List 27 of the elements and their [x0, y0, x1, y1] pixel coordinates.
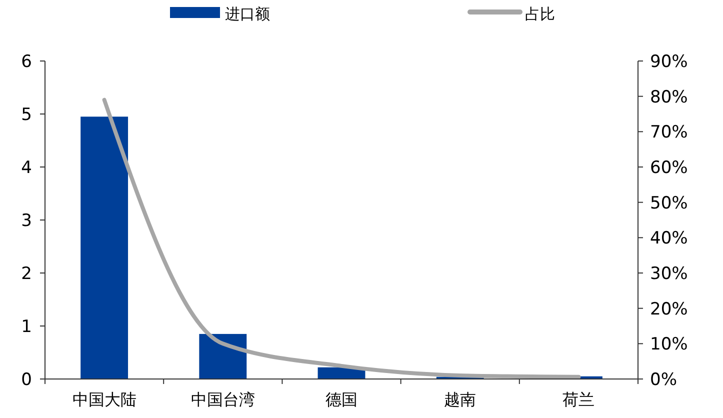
x-tick-label: 中国台湾 — [190, 390, 255, 409]
x-tick-label: 中国大陆 — [72, 390, 136, 409]
legend-label: 占比 — [525, 5, 555, 23]
y-tick-label: 3 — [21, 210, 32, 231]
y2-tick-label: 40% — [650, 228, 688, 249]
x-tick-label: 德国 — [326, 390, 358, 409]
legend-label: 进口额 — [225, 5, 270, 23]
y2-tick-label: 90% — [650, 52, 688, 72]
y2-tick-label: 80% — [650, 87, 688, 108]
y2-tick-label: 10% — [650, 334, 688, 355]
y2-tick-label: 0% — [650, 370, 677, 390]
y2-tick-label: 60% — [650, 158, 688, 178]
x-tick-label: 荷兰 — [562, 390, 595, 409]
y2-tick-label: 30% — [650, 264, 688, 284]
x-tick-label: 越南 — [444, 390, 476, 409]
y2-tick-label: 70% — [650, 122, 688, 143]
y-tick-label: 1 — [21, 316, 32, 337]
y-tick-label: 4 — [21, 158, 32, 178]
bar — [199, 334, 247, 379]
y-tick-label: 5 — [21, 104, 32, 125]
y-tick-label: 2 — [21, 264, 32, 284]
line-series — [102, 98, 581, 379]
y-tick-label: 6 — [21, 52, 32, 72]
bar — [80, 116, 128, 379]
y2-tick-label: 20% — [650, 299, 688, 320]
y2-tick-label: 50% — [650, 193, 688, 214]
y-tick-label: 0 — [21, 370, 32, 390]
